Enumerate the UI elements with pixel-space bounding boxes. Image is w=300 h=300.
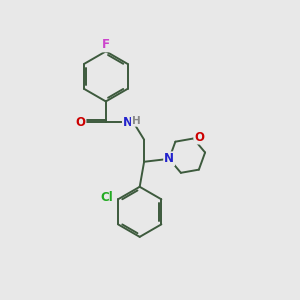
- Text: N: N: [164, 152, 174, 165]
- Text: O: O: [194, 130, 204, 143]
- Text: H: H: [132, 116, 140, 126]
- Text: O: O: [75, 116, 85, 128]
- Text: Cl: Cl: [100, 191, 113, 204]
- Text: F: F: [102, 38, 110, 51]
- Text: N: N: [123, 116, 133, 128]
